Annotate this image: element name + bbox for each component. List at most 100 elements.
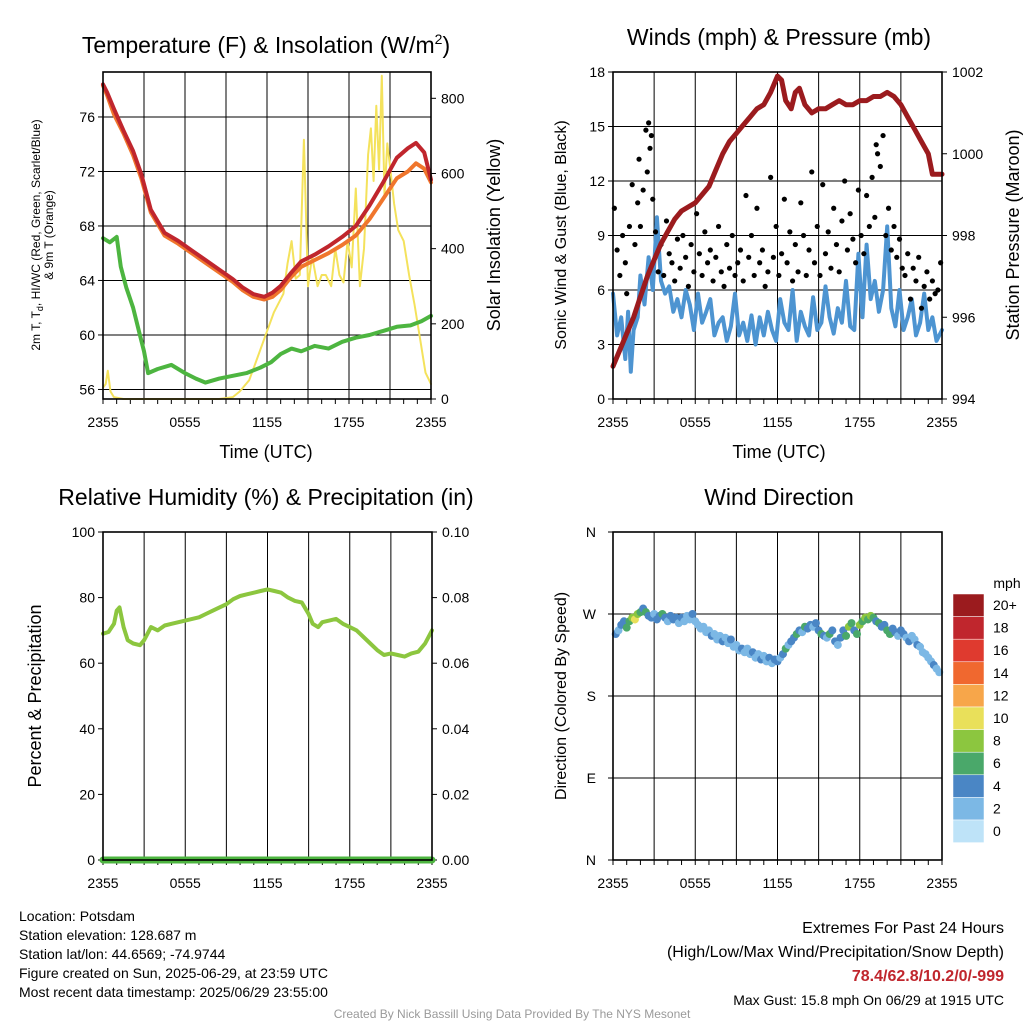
left-y-tick-label: 6 <box>597 282 605 298</box>
gust-point <box>836 269 842 275</box>
gust-point <box>907 296 914 302</box>
left-y-tick-label: 64 <box>79 272 95 288</box>
gust-point <box>902 272 908 279</box>
gust-point <box>677 265 683 271</box>
direction-point <box>811 619 820 628</box>
right-y-tick-label: 1000 <box>952 146 983 162</box>
right-y-tick-label: 0.02 <box>442 786 469 802</box>
left-y-tick-label: 68 <box>79 218 95 234</box>
winds-panel-title: Winds (mph) & Pressure (mb) <box>627 24 931 50</box>
gust-point <box>629 182 635 188</box>
gust-point <box>655 269 661 275</box>
legend-label: 16 <box>993 642 1009 658</box>
legend-swatch <box>952 593 985 617</box>
humidity-line <box>101 587 434 659</box>
legend-swatch <box>952 684 985 708</box>
gust-point <box>751 272 757 279</box>
gust-point <box>913 278 919 284</box>
gust-point <box>748 232 755 239</box>
left-y-tick-label: 12 <box>589 173 605 189</box>
gust-point <box>885 205 892 211</box>
legend-label: 12 <box>993 687 1009 703</box>
svg-text:2m T, Td, HI/WC (Red, Green, S: 2m T, Td, HI/WC (Red, Green, Scarlet/Blu… <box>29 119 45 350</box>
gust-point <box>661 272 667 279</box>
x-tick-label: 2355 <box>597 414 628 430</box>
gust-point <box>632 241 638 248</box>
station-elevation: Station elevation: 128.687 m <box>19 927 197 943</box>
temperature-y-axis-label: 2m T, Td, HI/WC (Red, Green, Scarlet/Blu… <box>29 119 56 350</box>
gust-point <box>646 120 652 126</box>
gust-point <box>691 269 697 275</box>
gust-point <box>910 265 916 271</box>
gust-point <box>672 278 678 284</box>
gust-point <box>624 291 630 297</box>
left-y-tick-label: 18 <box>589 64 605 80</box>
gust-point <box>640 187 646 193</box>
direction-point <box>847 619 856 628</box>
gust-point <box>795 269 801 275</box>
direction-tick-label: N <box>586 852 596 868</box>
gust-point <box>743 192 749 199</box>
gust-point <box>685 283 691 289</box>
gust-point <box>866 223 872 230</box>
x-tick-label: 2355 <box>416 875 447 891</box>
direction-point <box>726 635 735 644</box>
gust-point <box>888 247 894 253</box>
speed-legend: mph 20+ 18 16 14 12 10 8 6 4 2 0 <box>952 575 1021 843</box>
x-tick-label: 2355 <box>87 875 118 891</box>
extremes-box: Extremes For Past 24 Hours (High/Low/Max… <box>667 917 1004 1011</box>
direction-point <box>833 640 842 649</box>
dewpoint-line <box>101 234 433 385</box>
gust-point <box>828 265 834 271</box>
credit-line: Created By Nick Bassill Using Data Provi… <box>333 1007 691 1021</box>
x-tick-label: 1155 <box>762 414 792 430</box>
gust-point <box>704 260 711 266</box>
2m-temperature-line <box>101 82 433 299</box>
left-y-tick-label: 76 <box>79 109 95 125</box>
right-y-tick-label: 800 <box>441 90 465 106</box>
left-y-tick-label: 60 <box>79 327 95 343</box>
left-y-tick-label: 40 <box>79 721 95 737</box>
legend-label: 0 <box>993 823 1001 839</box>
gust-point <box>929 278 936 284</box>
left-y-tick-label: 80 <box>79 590 95 606</box>
gust-point <box>737 247 744 253</box>
legend-swatch <box>952 661 985 685</box>
left-y-tick-label: 15 <box>589 119 605 135</box>
gust-point <box>883 232 889 239</box>
direction-tick-label: W <box>583 606 597 622</box>
gust-point <box>636 156 642 162</box>
winds-pressure-panel: Winds (mph) & Pressure (mb) 2355 0555 1155… <box>553 24 1023 462</box>
x-tick-label: 1755 <box>844 875 875 891</box>
sonic-wind-line <box>611 215 944 374</box>
gust-point <box>784 260 790 266</box>
x-tick-label: 1155 <box>252 414 282 430</box>
plot-frame <box>102 531 433 861</box>
gust-point <box>842 178 848 184</box>
x-tick-label: 0555 <box>680 414 711 430</box>
gust-point <box>927 296 933 302</box>
gust-point <box>896 236 903 242</box>
gust-point <box>650 196 656 202</box>
right-y-tick-label: 400 <box>441 241 465 257</box>
gust-point <box>935 287 941 293</box>
gust-point <box>773 223 779 230</box>
x-tick-label: 2355 <box>415 414 446 430</box>
gust-point <box>864 192 870 199</box>
direction-tick-label: S <box>587 688 596 704</box>
gust-point <box>853 260 859 266</box>
plot-frame <box>612 71 943 400</box>
legend-label: 14 <box>993 665 1009 681</box>
right-y-tick-label: 996 <box>952 309 976 325</box>
gust-point <box>918 305 925 311</box>
gust-point <box>757 260 763 266</box>
left-y-tick-label: 0 <box>597 391 605 407</box>
gust-point <box>916 254 922 260</box>
direction-point <box>619 617 628 626</box>
gust-point <box>847 211 853 217</box>
gust-point <box>839 218 845 224</box>
insolation-y-axis-label: Solar Insolation (Yellow) <box>484 139 504 331</box>
gust-point <box>817 272 823 279</box>
legend-swatch <box>952 638 985 663</box>
gust-point <box>637 223 644 230</box>
